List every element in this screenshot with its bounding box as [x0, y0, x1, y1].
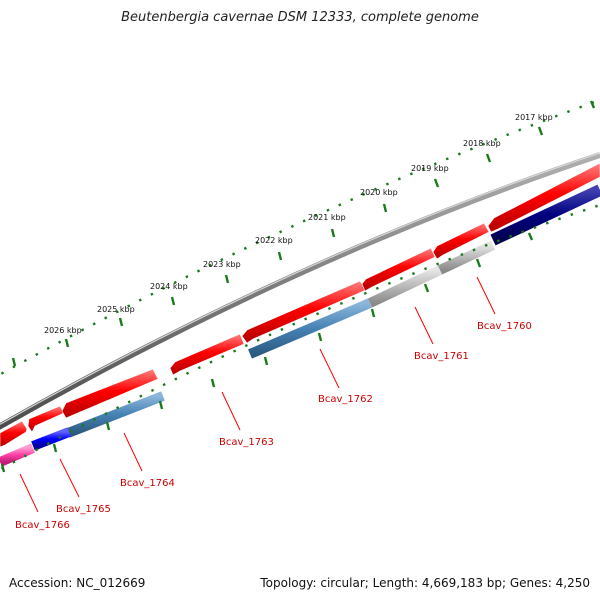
major-tick — [105, 421, 111, 431]
major-tick — [475, 258, 482, 268]
cog-gene-steelblue — [248, 298, 372, 359]
major-tick — [64, 338, 70, 348]
cog-gene-steelblue — [66, 391, 165, 438]
cog-gene-pink — [0, 443, 35, 467]
major-tick — [317, 332, 323, 342]
leader-line — [59, 458, 80, 498]
major-tick — [118, 317, 124, 327]
major-tick — [210, 378, 216, 388]
major-tick — [224, 274, 230, 284]
cds-forward — [241, 280, 367, 344]
cds-forward — [27, 405, 65, 433]
leader-line — [123, 432, 143, 472]
kbp-label: 2018 kbp — [463, 139, 501, 148]
major-tick — [382, 203, 388, 213]
major-tick — [485, 153, 492, 163]
genome-summary-text: Topology: circular; Length: 4,669,183 bp… — [260, 576, 590, 590]
cog-gene-gray — [367, 265, 443, 308]
major-tick — [158, 400, 164, 410]
backbone-highlight — [0, 152, 600, 426]
leader-line — [476, 276, 496, 315]
gene-label: Bcav_1766 — [15, 520, 70, 531]
outer-major-ticks — [11, 100, 596, 367]
forward-strand-genes — [0, 162, 600, 448]
major-tick — [330, 228, 336, 238]
major-tick — [52, 443, 58, 453]
leader-line — [414, 306, 434, 345]
accession-text: Accession: NC_012669 — [9, 576, 146, 590]
major-tick — [537, 126, 544, 136]
kbp-label: 2023 kbp — [203, 260, 241, 269]
cog-gene-blue — [31, 427, 71, 451]
major-tick — [0, 463, 6, 473]
major-tick — [370, 308, 376, 318]
major-tick — [277, 251, 283, 261]
cds-forward — [0, 420, 28, 448]
major-tick — [263, 356, 269, 366]
kbp-label: 2022 kbp — [255, 236, 293, 245]
kbp-label: 2021 kbp — [308, 213, 346, 222]
kbp-label: 2019 kbp — [411, 164, 449, 173]
map-title: Beutenbergia cavernae DSM 12333, complet… — [121, 10, 479, 25]
leader-line — [221, 391, 241, 431]
gene-label: Bcav_1763 — [219, 437, 274, 448]
kbp-label: 2017 kbp — [515, 113, 553, 122]
major-tick — [433, 178, 440, 188]
inner-major-ticks — [0, 232, 534, 473]
cds-forward — [361, 247, 436, 292]
inner-tick-ring — [0, 203, 600, 471]
gene-label: Bcav_1765 — [56, 504, 111, 515]
leader-line — [19, 473, 39, 513]
major-tick — [11, 357, 17, 367]
major-tick — [170, 296, 176, 306]
gene-label: Bcav_1760 — [477, 321, 532, 332]
cog-gene-navy — [490, 184, 600, 246]
cds-forward — [169, 333, 245, 376]
gene-label: Bcav_1762 — [318, 394, 373, 405]
major-tick — [423, 283, 430, 293]
major-tick — [589, 100, 596, 109]
leader-line — [319, 348, 340, 389]
gene-label: Bcav_1764 — [120, 478, 175, 489]
kbp-label: 2025 kbp — [97, 305, 135, 314]
kbp-label: 2024 kbp — [150, 282, 188, 291]
cds-forward — [487, 162, 600, 233]
gene-label: Bcav_1761 — [414, 351, 469, 362]
cds-forward — [432, 222, 490, 260]
kbp-label: 2026 kbp — [44, 326, 82, 335]
genome-backbone — [0, 152, 600, 430]
cds-forward — [61, 368, 159, 419]
kbp-label: 2020 kbp — [360, 188, 398, 197]
cog-gene-gray — [437, 240, 496, 275]
major-tick — [527, 232, 534, 241]
label-leaders — [19, 276, 496, 513]
